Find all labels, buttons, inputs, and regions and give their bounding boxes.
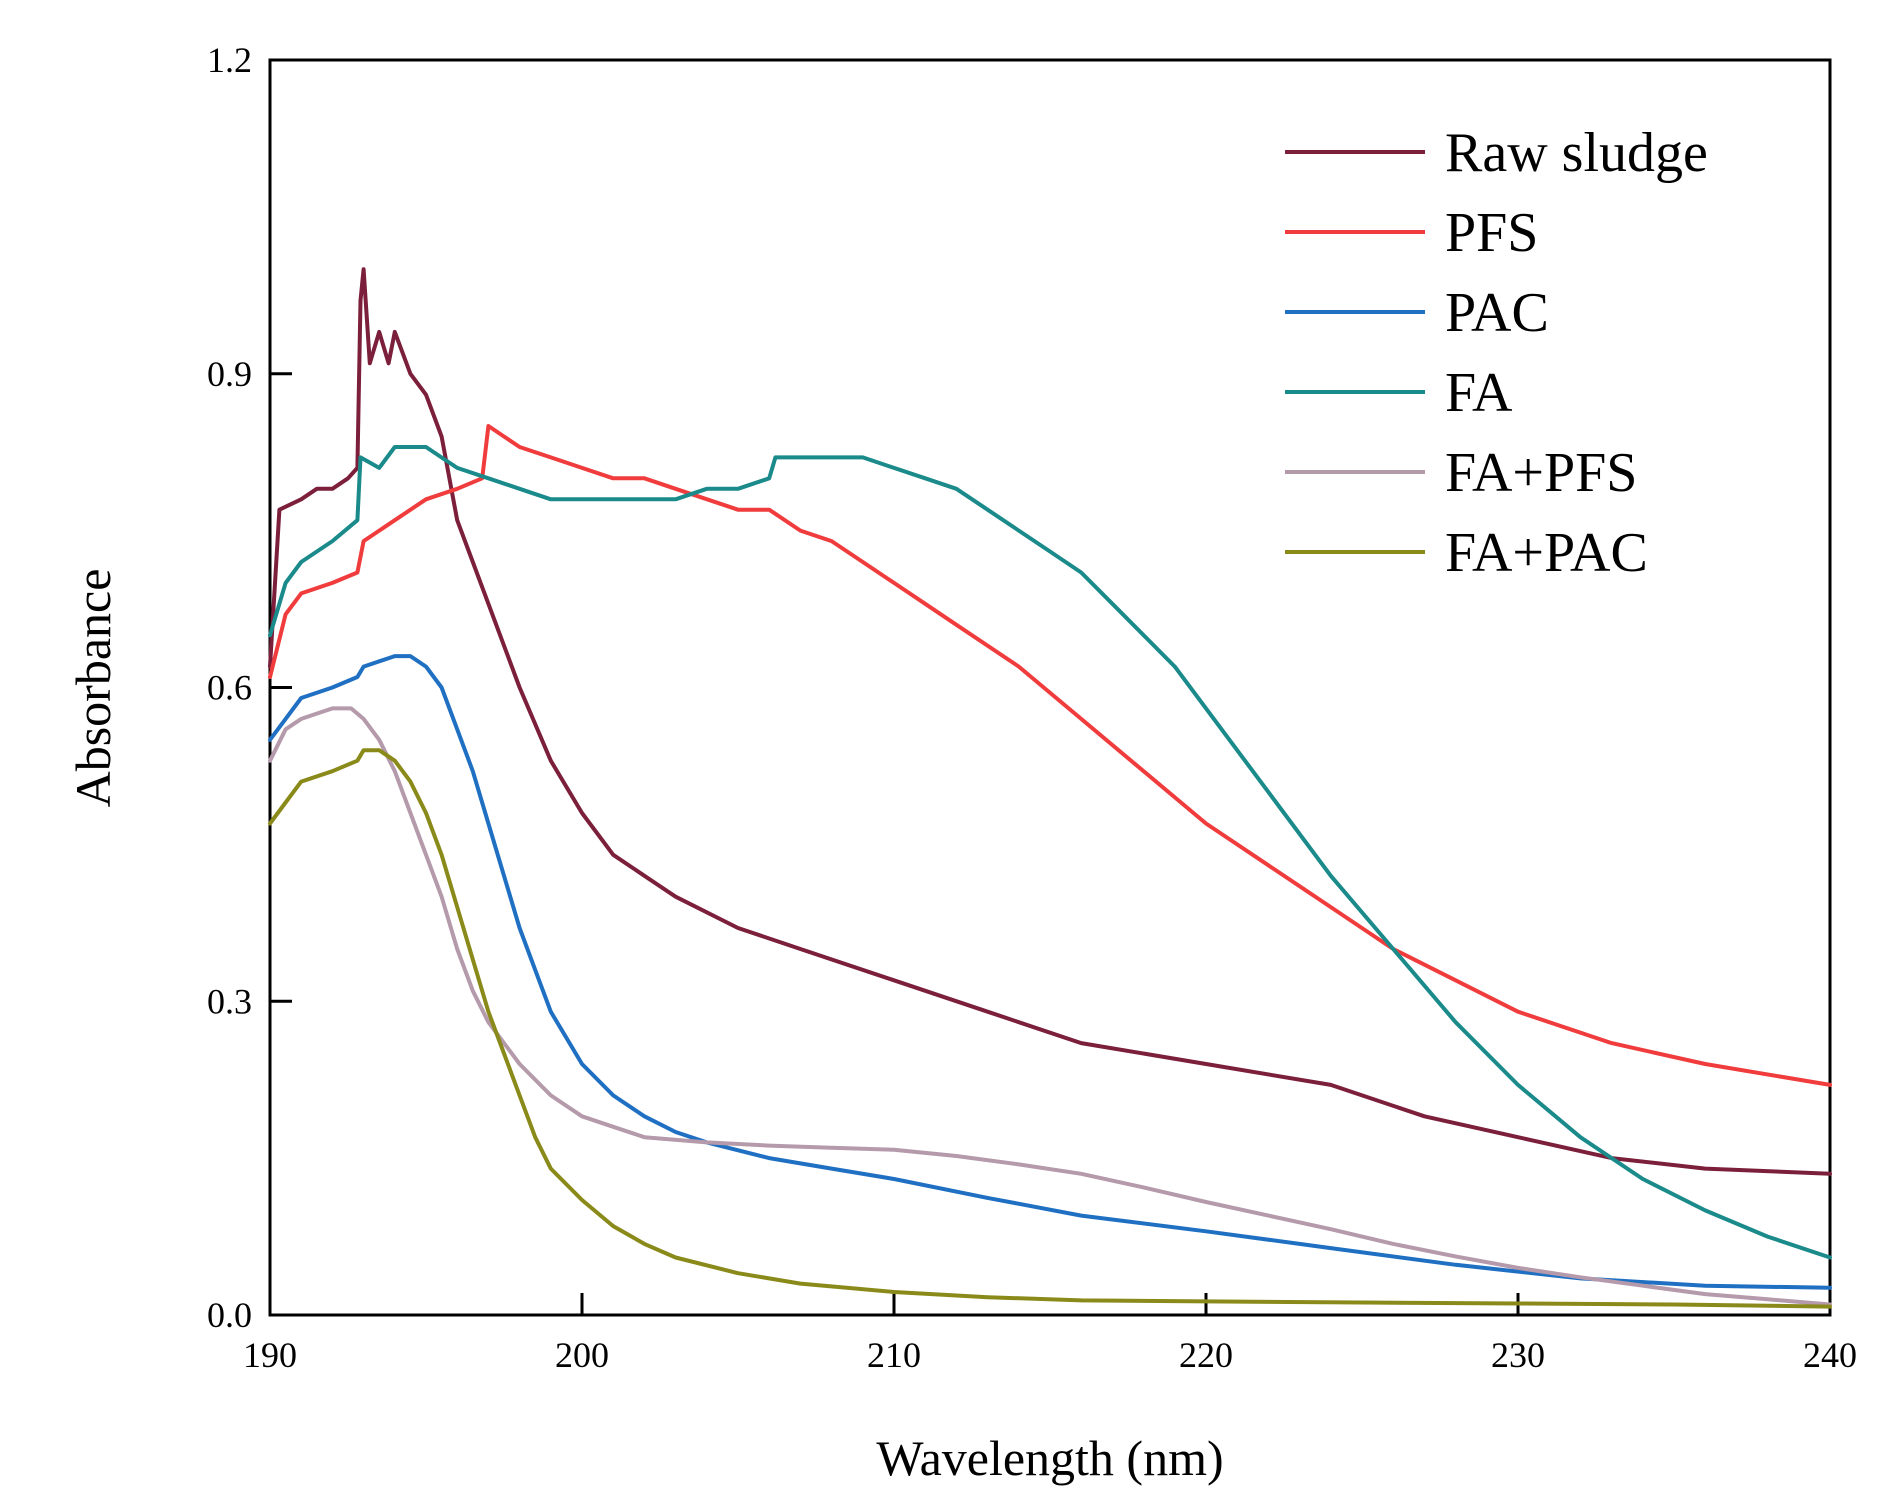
- series-layer: [268, 267, 1832, 1309]
- series-line-pfs: [268, 424, 1832, 1087]
- x-tick-label: 220: [1179, 1335, 1233, 1375]
- y-tick-label: 0.3: [207, 981, 252, 1021]
- series-line-fa-pac: [268, 748, 1832, 1309]
- y-tick-label: 0.0: [207, 1295, 252, 1335]
- x-tick-label: 190: [243, 1335, 297, 1375]
- x-tick-label: 210: [867, 1335, 921, 1375]
- y-tick-label: 1.2: [207, 40, 252, 80]
- series-line-fa: [268, 445, 1832, 1260]
- x-tick-label: 230: [1491, 1335, 1545, 1375]
- y-tick-label: 0.6: [207, 668, 252, 708]
- series-line-fa-pfs: [268, 706, 1832, 1307]
- x-tick-label: 240: [1803, 1335, 1857, 1375]
- legend-label-pac: PAC: [1445, 282, 1549, 344]
- axis-ticks: 190 200 210 220 230 240 0.0 0.3 0.6 0.9 1.2: [207, 40, 1857, 1375]
- y-tick-label: 0.9: [207, 354, 252, 394]
- plot-frame: [268, 58, 1832, 1317]
- legend-label-fa-pac: FA+PAC: [1445, 522, 1648, 584]
- x-axis-title: Wavelength (nm): [876, 1430, 1223, 1486]
- legend-label-raw-sludge: Raw sludge: [1445, 122, 1708, 184]
- legend-label-fa: FA: [1445, 362, 1513, 424]
- legend-label-pfs: PFS: [1445, 202, 1538, 264]
- legend-label-fa-pfs: FA+PFS: [1445, 442, 1637, 504]
- legend: Raw sludge PFS PAC FA FA+PFS FA+PAC: [1285, 122, 1708, 584]
- x-tick-label: 200: [555, 1335, 609, 1375]
- series-line-pac: [268, 654, 1832, 1290]
- y-axis-title: Absorbance: [65, 569, 121, 808]
- series-line-raw-sludge: [268, 267, 1832, 1176]
